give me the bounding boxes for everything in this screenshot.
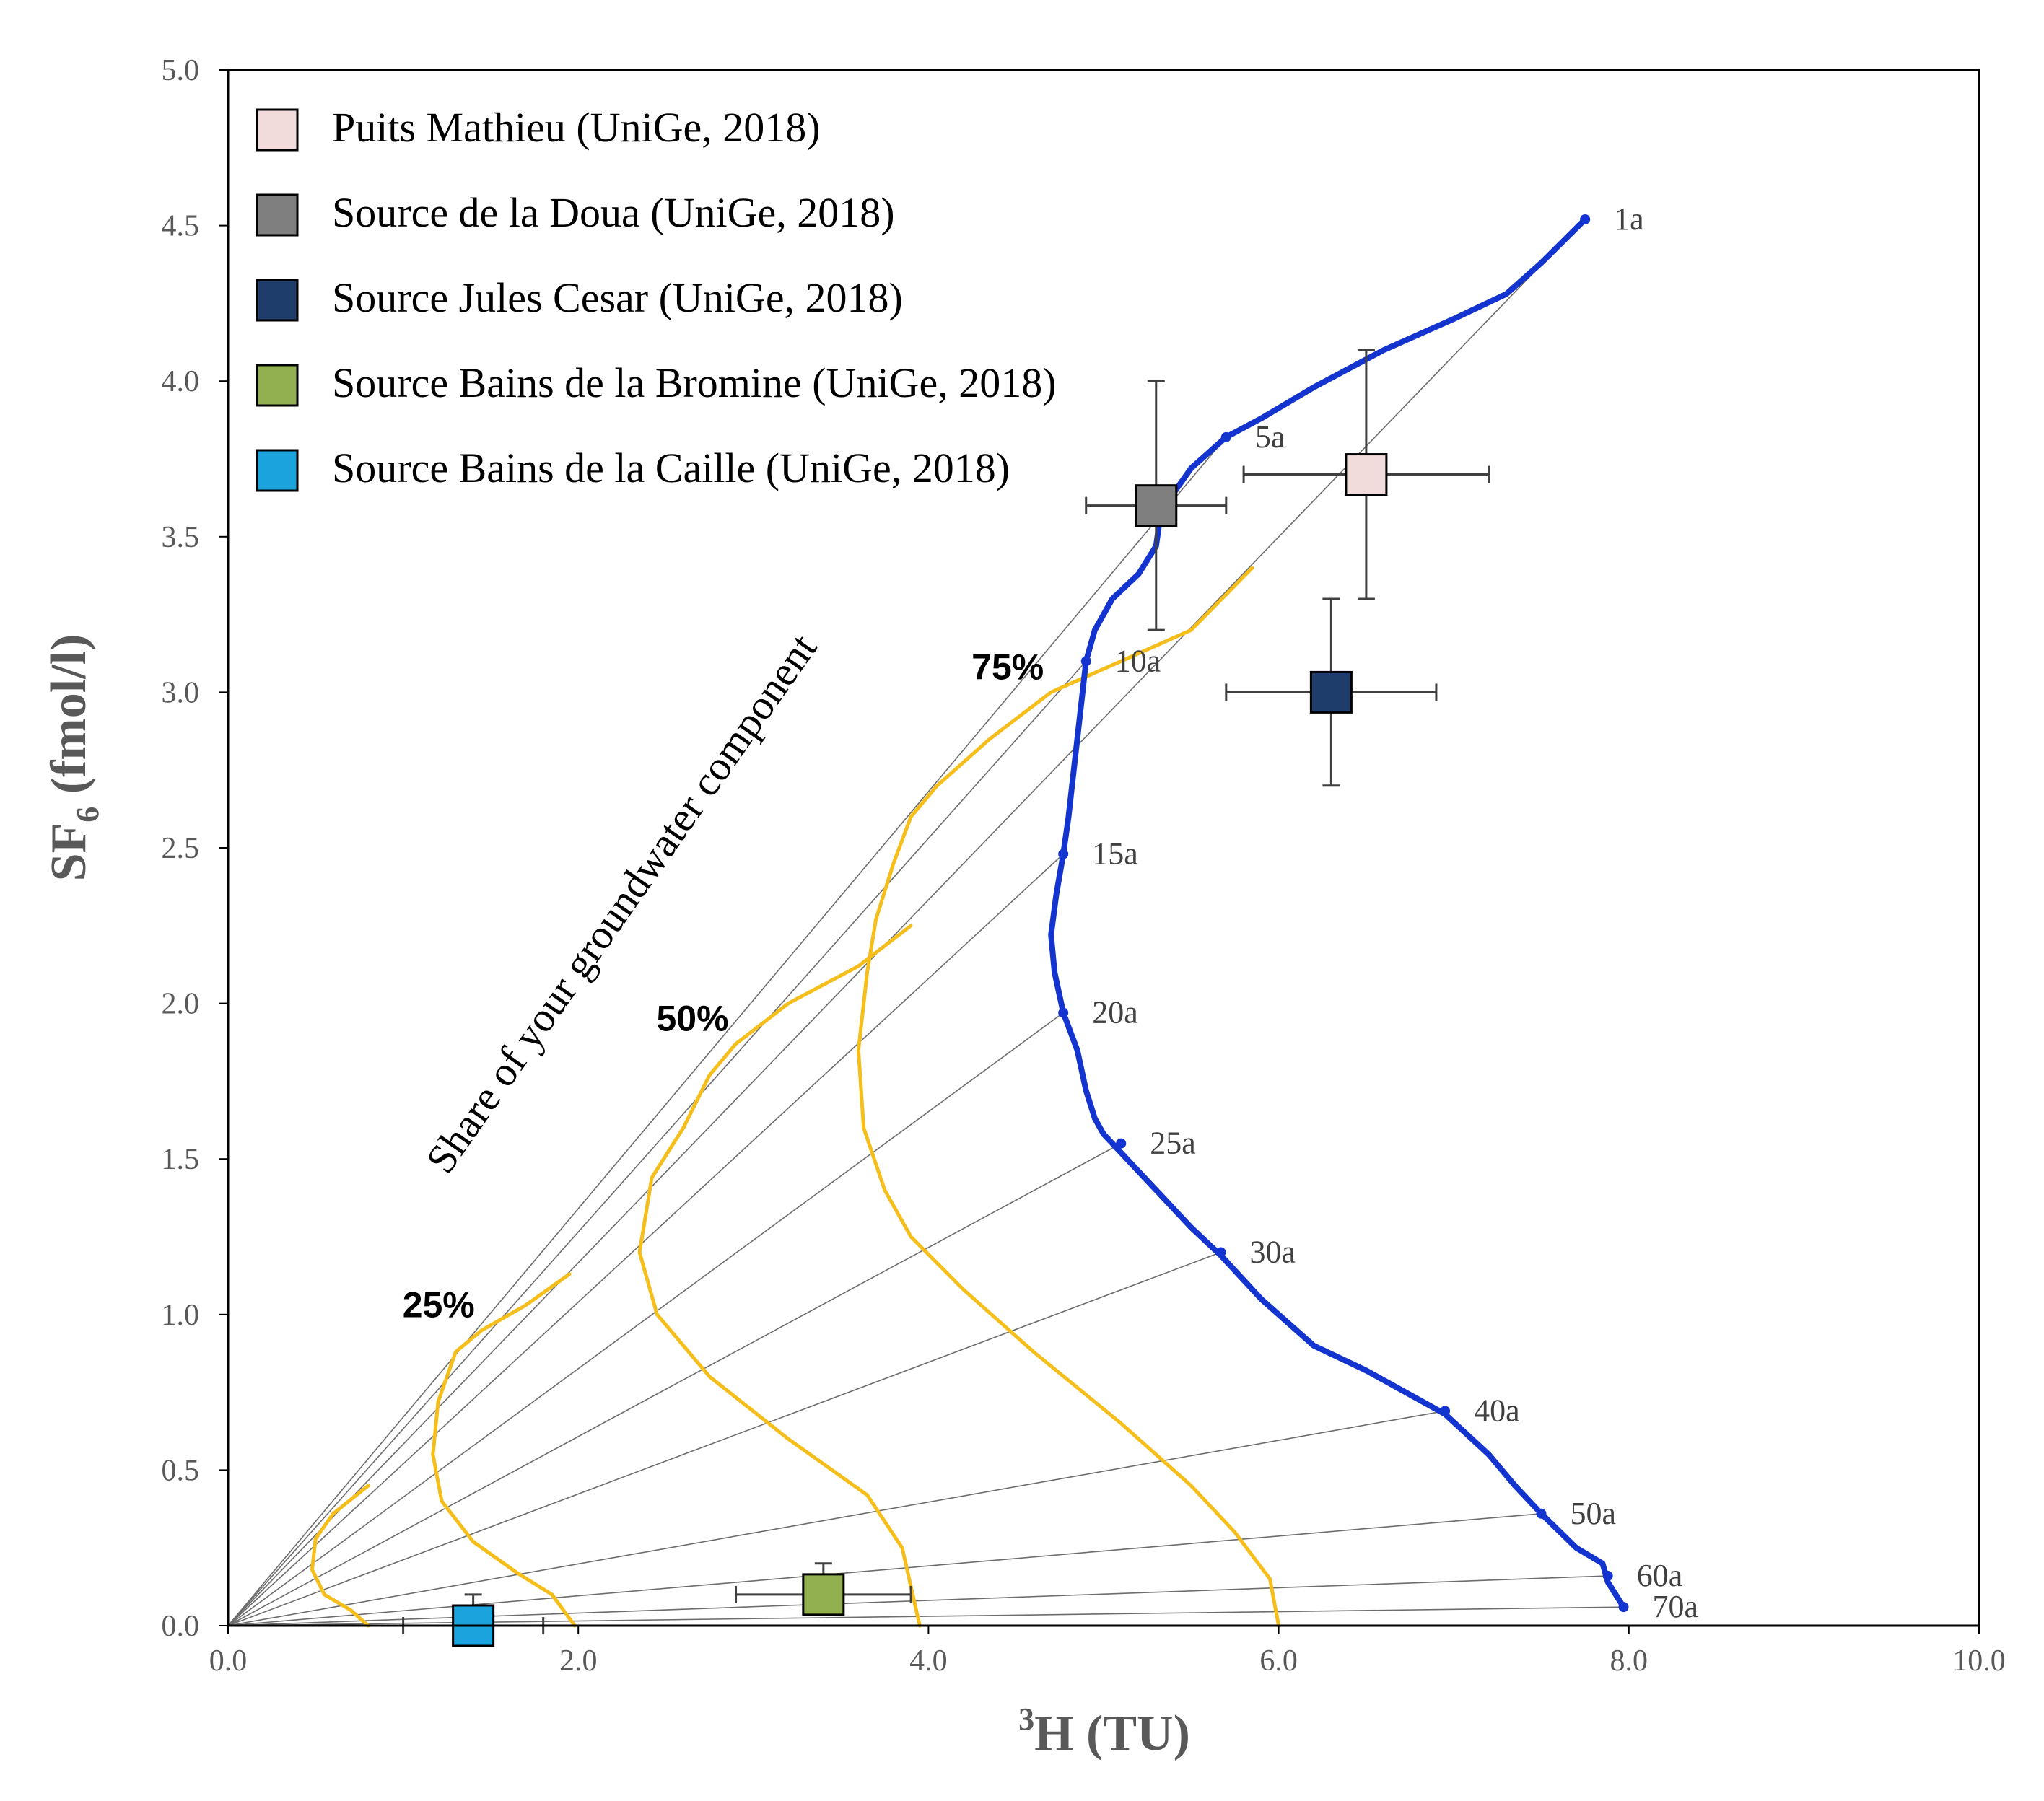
legend-swatch (256, 449, 299, 492)
y-axis-title-rest: (fmol/l) (41, 634, 97, 807)
y-tick-label: 1.0 (162, 1299, 200, 1332)
x-tick-label: 10.0 (1952, 1644, 2006, 1678)
age-label: 30a (1250, 1235, 1296, 1270)
y-tick-label: 3.5 (162, 521, 200, 554)
age-label: 60a (1637, 1558, 1683, 1593)
legend-label: Source Bains de la Caille (UniGe, 2018) (332, 444, 1010, 491)
age-label: 20a (1092, 995, 1138, 1030)
y-axis-title-main: SF (41, 823, 97, 882)
legend-label: Source de la Doua (UniGe, 2018) (332, 189, 895, 236)
mixing-curves: 25% 50% 75% (310, 566, 1281, 1628)
age-label: 5a (1255, 419, 1285, 455)
x-tick-label: 4.0 (909, 1644, 948, 1678)
age-label: 1a (1614, 201, 1644, 237)
y-tick-label: 0.5 (162, 1454, 200, 1487)
sample-marker (802, 1573, 845, 1616)
mixing-line (227, 660, 1087, 1626)
sample-marker (1135, 484, 1178, 527)
mixing-line (227, 1142, 1122, 1626)
mixing-line (227, 1410, 1446, 1626)
x-axis-title-sup: 3 (1018, 1701, 1034, 1737)
y-tick-label: 2.0 (162, 988, 200, 1021)
mixing-curve (856, 566, 1281, 1628)
mixing-line (227, 1512, 1542, 1626)
mixing-line (227, 1012, 1064, 1626)
y-tick-label: 4.0 (162, 365, 200, 398)
mixing-curve-label: 25% (403, 1284, 475, 1325)
mixing-curve (431, 1272, 577, 1628)
y-ticks: 0.0 0.5 1.0 1.5 2.0 2.5 3.0 3.5 4.0 4.5 5.0 (162, 54, 228, 1643)
x-ticks: 0.0 2.0 4.0 6.0 8.0 10.0 (209, 1626, 2006, 1678)
legend-swatch (256, 279, 299, 322)
age-marker (1536, 1508, 1547, 1519)
y-tick-label: 4.5 (162, 210, 200, 243)
y-tick-label: 0.0 (162, 1610, 200, 1643)
mixing-line (227, 854, 1064, 1626)
age-marker (1080, 656, 1091, 667)
x-tick-label: 2.0 (559, 1644, 598, 1678)
sample-marker (1309, 670, 1353, 714)
age-marker (1220, 431, 1231, 442)
mixing-curve-label: 50% (656, 999, 728, 1039)
piston-flow-curve (1048, 216, 1627, 1611)
age-label: 10a (1115, 643, 1161, 678)
y-axis-title: SF6 (fmol/l) (41, 634, 105, 882)
sample-marker (1345, 453, 1388, 496)
sample-point (1225, 597, 1438, 787)
age-marker (1058, 1007, 1069, 1018)
mixing-curve-label: 75% (971, 647, 1044, 687)
legend-label: Puits Mathieu (UniGe, 2018) (332, 104, 821, 151)
y-tick-label: 2.5 (162, 832, 200, 865)
x-tick-label: 0.0 (209, 1644, 248, 1678)
age-marker (1215, 1247, 1226, 1258)
mixing-line (227, 1251, 1221, 1626)
mixing-curve (637, 924, 922, 1628)
age-label: 40a (1474, 1393, 1520, 1428)
age-label: 50a (1571, 1496, 1617, 1531)
sample-point (1085, 380, 1228, 631)
mixing-curve (310, 1484, 370, 1628)
x-tick-label: 8.0 (1610, 1644, 1648, 1678)
age-marker (1580, 214, 1591, 224)
y-tick-label: 1.5 (162, 1143, 200, 1176)
y-axis-title-sub: 6 (70, 807, 105, 823)
age-label: 25a (1150, 1126, 1196, 1161)
age-marker (1602, 1571, 1613, 1582)
legend-swatch (256, 364, 299, 407)
legend-swatch (256, 108, 299, 152)
age-marker (1116, 1138, 1127, 1149)
legend-label: Source Jules Cesar (UniGe, 2018) (332, 274, 903, 321)
x-axis-title-main: H (TU) (1034, 1706, 1190, 1761)
age-marker (1058, 849, 1069, 859)
age-label: 15a (1092, 836, 1138, 872)
age-marker (1440, 1406, 1451, 1416)
mixing-line (227, 437, 1227, 1626)
mixing-lines (227, 219, 1624, 1626)
legend-swatch (256, 193, 299, 237)
legend-label: Source Bains de la Bromine (UniGe, 2018) (332, 359, 1057, 406)
x-tick-label: 6.0 (1259, 1644, 1298, 1678)
age-label: 70a (1653, 1589, 1699, 1624)
y-tick-label: 5.0 (162, 54, 200, 87)
legend: Puits Mathieu (UniGe, 2018) Source de la … (256, 104, 1057, 492)
y-tick-label: 3.0 (162, 676, 200, 709)
sample-point (735, 1562, 912, 1616)
sample-point (1242, 349, 1490, 600)
plot-background (228, 70, 1979, 1626)
age-marker (1618, 1602, 1629, 1613)
x-axis-title: 3H (TU) (1018, 1701, 1190, 1761)
